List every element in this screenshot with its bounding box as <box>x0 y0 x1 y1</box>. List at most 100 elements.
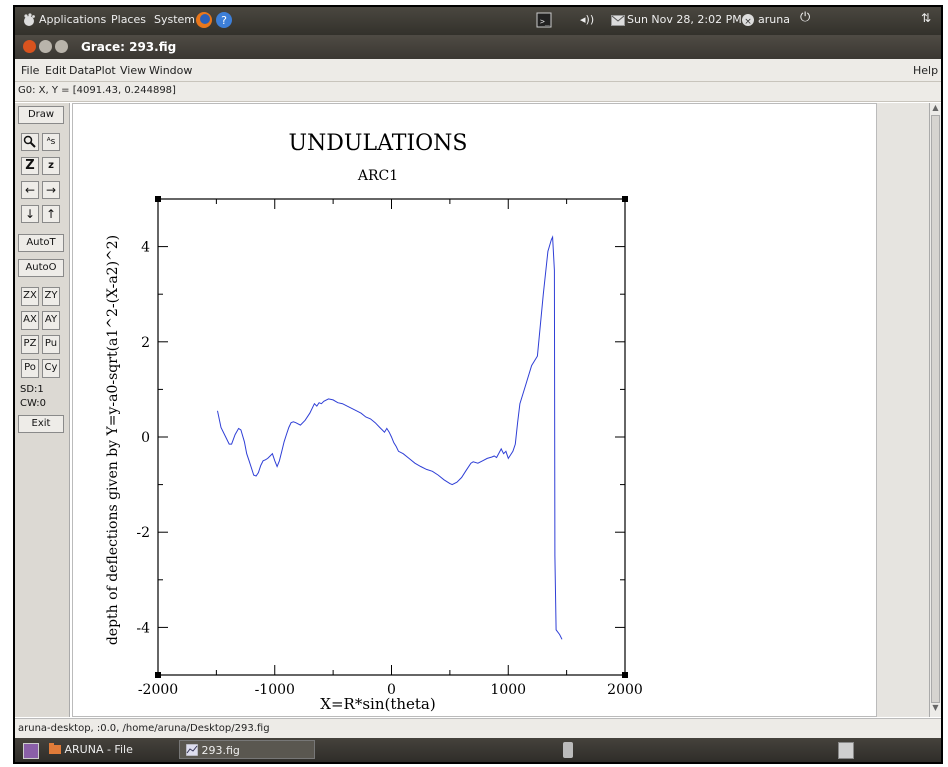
magnifier-icon <box>23 135 36 148</box>
close-icon[interactable] <box>23 40 36 53</box>
grace-app-icon <box>185 743 199 757</box>
power-icon[interactable]: ⏻ <box>800 10 811 25</box>
menu-help[interactable]: Help <box>913 64 939 77</box>
menu-plot[interactable]: Plot <box>95 64 116 77</box>
zoom-button[interactable] <box>21 133 39 151</box>
corner-handle[interactable] <box>155 672 161 678</box>
cy-button[interactable]: Cy <box>42 359 60 378</box>
minimize-icon[interactable] <box>39 40 52 53</box>
x-tick-label: 2000 <box>607 682 643 698</box>
svg-text:>_: >_ <box>540 17 550 26</box>
menu-file[interactable]: File <box>21 64 40 77</box>
zoom-x-button[interactable]: Z <box>21 157 39 175</box>
tool-panel: Draw ᴬs Z z ← → ↓ ↑ AutoT AutoO ZX ZY AX… <box>15 103 70 717</box>
applications-menu[interactable]: Applications <box>39 13 107 26</box>
series-line <box>217 235 563 640</box>
y-tick-label: 2 <box>141 335 150 351</box>
task-file-browser[interactable]: ARUNA - File Browser <box>43 740 179 759</box>
scroll-up-button[interactable]: ↑ <box>42 205 60 223</box>
help-icon[interactable]: ? <box>215 11 233 29</box>
autot-button[interactable]: AutoT <box>18 234 64 252</box>
x-axis-label: X=R*sin(theta) <box>320 695 435 713</box>
user-icon: × <box>742 14 754 27</box>
user-name[interactable]: aruna <box>758 13 790 26</box>
system-menu[interactable]: System <box>154 13 196 26</box>
ax-button[interactable]: AX <box>21 311 39 330</box>
scroll-thumb[interactable] <box>931 115 940 703</box>
menu-window[interactable]: Window <box>149 64 193 77</box>
screen-frame: Applications Places System ? >_ ◂)) Sun … <box>13 5 943 764</box>
tick-labels: -2000 -1000 0 1000 2000 4 2 0 -2 -4 <box>136 240 642 698</box>
chart-title: UNDULATIONS <box>289 131 468 156</box>
text-tool-icon: ᴬs <box>46 137 56 147</box>
y-tick-label: -2 <box>136 525 150 541</box>
y-axis-label: depth of deflections given by Y=y-a0-sqr… <box>105 235 121 645</box>
menu-edit[interactable]: Edit <box>45 64 67 77</box>
scroll-down-icon[interactable]: ▼ <box>932 703 939 712</box>
task-grace[interactable]: 293.fig <box>179 740 315 759</box>
y-tick-label: 4 <box>141 240 150 256</box>
vertical-scrollbar[interactable]: ▲ ▼ <box>929 103 941 717</box>
pz-button[interactable]: PZ <box>21 335 39 354</box>
zoom-y-button[interactable]: z <box>42 157 60 175</box>
clock[interactable]: Sun Nov 28, 2:02 PM <box>627 13 742 26</box>
taskbar: ARUNA - File Browser 293.fig <box>15 738 941 762</box>
chart-subtitle: ARC1 <box>357 168 398 184</box>
pu-button[interactable]: Pu <box>42 335 60 354</box>
y-tick-label: -4 <box>136 620 150 636</box>
folder-icon <box>49 743 61 754</box>
current-world-label: CW:0 <box>20 398 47 409</box>
scroll-right-button[interactable]: → <box>42 181 60 199</box>
plot-canvas[interactable]: UNDULATIONS ARC1 -2000 -1000 0 1000 2000 4 2 0-… <box>72 103 877 717</box>
menu-data[interactable]: Data <box>69 64 96 77</box>
terminal-icon[interactable]: >_ <box>536 12 552 28</box>
exit-button[interactable]: Exit <box>18 415 64 433</box>
svg-text:×: × <box>744 17 752 27</box>
x-tick-label: 1000 <box>490 682 526 698</box>
gnome-foot-icon[interactable] <box>22 13 36 27</box>
zx-button[interactable]: ZX <box>21 287 39 306</box>
workspace-switcher-icon[interactable] <box>838 742 854 759</box>
svg-text:?: ? <box>221 14 227 27</box>
places-menu[interactable]: Places <box>111 13 146 26</box>
status-bar: aruna-desktop, :0.0, /home/aruna/Desktop… <box>15 718 941 739</box>
show-desktop-icon[interactable] <box>23 743 39 759</box>
volume-icon[interactable]: ◂)) <box>580 13 595 26</box>
mail-icon[interactable] <box>611 15 625 26</box>
x-tick-label: -2000 <box>138 682 178 698</box>
draw-button[interactable]: Draw <box>18 106 64 124</box>
arrow-right-icon: → <box>45 183 57 197</box>
arrow-down-icon: ↓ <box>24 207 36 221</box>
status-text: aruna-desktop, :0.0, /home/aruna/Desktop… <box>18 723 270 734</box>
scroll-left-button[interactable]: ← <box>21 181 39 199</box>
autoscale-text-button[interactable]: ᴬs <box>42 133 60 151</box>
network-icon[interactable]: ⇅ <box>921 11 932 25</box>
corner-handle[interactable] <box>622 672 628 678</box>
top-panel: Applications Places System ? >_ ◂)) Sun … <box>15 7 941 35</box>
chart[interactable]: UNDULATIONS ARC1 -2000 -1000 0 1000 2000420-… <box>73 104 876 716</box>
x-tick-label: 0 <box>387 682 396 698</box>
firefox-icon[interactable] <box>195 11 213 29</box>
menubar: File Edit Data Plot View Window Help <box>15 59 941 82</box>
set-display-label: SD:1 <box>20 384 44 395</box>
locator-bar: G0: X, Y = [4091.43, 0.244898] <box>15 82 941 102</box>
window-titlebar[interactable]: Grace: 293.fig <box>15 35 941 59</box>
task-file-browser-label: ARUNA - File Browser <box>64 743 133 756</box>
autoo-button[interactable]: AutoO <box>18 259 64 277</box>
corner-handle[interactable] <box>155 196 161 202</box>
arrow-up-icon: ↑ <box>45 207 57 221</box>
ay-button[interactable]: AY <box>42 311 60 330</box>
corner-handle[interactable] <box>622 196 628 202</box>
scroll-down-button[interactable]: ↓ <box>21 205 39 223</box>
arrow-left-icon: ← <box>24 183 36 197</box>
scroll-up-icon[interactable]: ▲ <box>932 103 939 112</box>
selection-handles[interactable] <box>155 196 628 678</box>
maximize-icon[interactable] <box>55 40 68 53</box>
menu-view[interactable]: View <box>120 64 147 77</box>
trash-icon[interactable] <box>563 742 573 758</box>
y-tick-label: 0 <box>141 430 150 446</box>
window-title: Grace: 293.fig <box>81 40 177 54</box>
zy-button[interactable]: ZY <box>42 287 60 306</box>
po-button[interactable]: Po <box>21 359 39 378</box>
locator-readout: G0: X, Y = [4091.43, 0.244898] <box>18 85 176 96</box>
